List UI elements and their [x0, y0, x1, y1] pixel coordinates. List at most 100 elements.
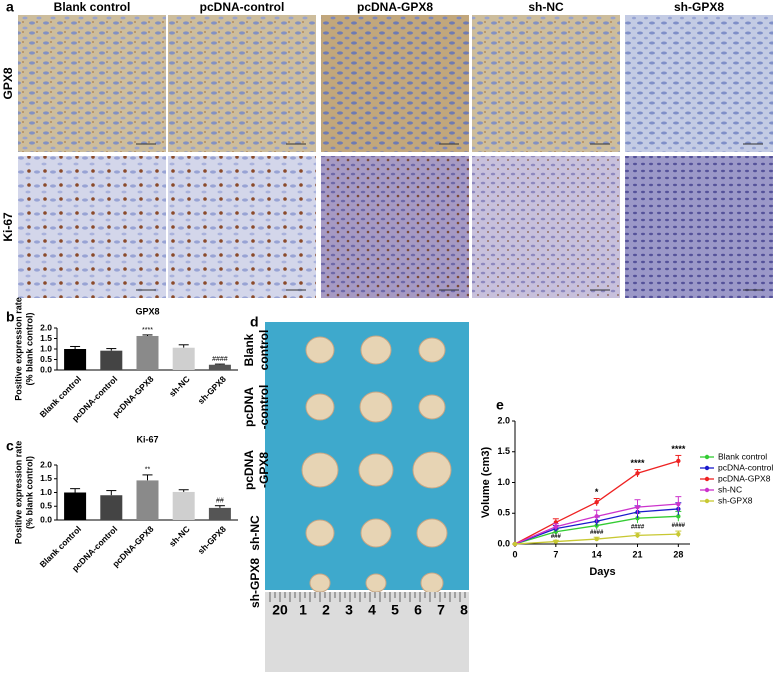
bar	[136, 480, 159, 520]
ruler-number: 6	[414, 602, 422, 618]
tumor	[360, 518, 392, 548]
tumor	[420, 572, 444, 594]
point	[594, 514, 599, 519]
ruler-number: 5	[391, 602, 399, 618]
legend-label: Blank control	[718, 451, 767, 461]
panel-label: a	[6, 0, 14, 15]
histology-image	[168, 15, 316, 152]
y-axis-label: Volume (cm3)	[480, 447, 492, 519]
tumor-row-label: pcDNA	[242, 450, 256, 490]
column-header: sh-GPX8	[674, 0, 724, 14]
bar	[64, 349, 87, 370]
x-tick-label: 28	[673, 549, 683, 559]
point	[635, 533, 640, 538]
tumor-row-label: Blank	[242, 333, 256, 366]
y-axis-label: (% blank control)	[24, 312, 34, 385]
x-tick-label: 7	[553, 549, 558, 559]
significance-label: ###	[551, 534, 562, 540]
significance-label: ####	[212, 356, 228, 363]
tumor-row-label: -control	[257, 385, 271, 430]
bar	[208, 364, 231, 370]
histology-image	[18, 156, 166, 298]
tumor	[305, 393, 335, 421]
histology-image	[168, 156, 316, 298]
y-tick-label: 2.0	[40, 459, 52, 469]
row-label: GPX8	[1, 67, 15, 99]
y-tick-label: 0.0	[497, 538, 510, 548]
chart-title: Ki-67	[136, 434, 158, 444]
y-axis-label: Positive expression rate	[13, 441, 23, 545]
legend-label: pcDNA-GPX8	[718, 473, 771, 483]
tumor	[301, 452, 339, 488]
histology-image	[321, 15, 469, 152]
y-axis-label: (% blank control)	[24, 456, 34, 529]
tumor	[305, 336, 335, 364]
significance-label: *	[595, 487, 599, 497]
column-header: Blank control	[54, 0, 131, 14]
y-tick-label: 1.0	[40, 343, 52, 353]
ruler-number: 4	[368, 602, 376, 618]
bar	[100, 495, 123, 520]
legend-marker	[704, 498, 710, 504]
legend-label: sh-NC	[718, 484, 742, 494]
tumor-row-label: -GPX8	[257, 452, 271, 488]
x-tick-label: sh-NC	[167, 374, 192, 399]
ruler-number: 8	[460, 602, 468, 618]
point	[635, 471, 640, 476]
column-header: sh-NC	[528, 0, 564, 14]
point	[676, 458, 681, 464]
tumor	[418, 394, 446, 420]
ruler-number: 3	[345, 602, 353, 618]
histology-image	[472, 15, 620, 152]
histology-image	[18, 15, 166, 152]
y-tick-label: 1.5	[40, 333, 52, 343]
x-tick-label: 21	[632, 549, 642, 559]
ruler-number: 7	[437, 602, 445, 618]
tumor	[412, 451, 452, 489]
histology-image	[472, 156, 620, 298]
y-tick-label: 0.0	[40, 364, 52, 374]
tumor	[365, 573, 387, 593]
panel-label: b	[6, 309, 15, 325]
ruler-number: 1	[299, 602, 307, 618]
bar	[172, 347, 195, 370]
significance-label: ##	[216, 498, 224, 505]
point	[676, 514, 681, 519]
y-axis-label: Positive expression rate	[13, 297, 23, 401]
y-tick-label: 2.0	[497, 415, 510, 425]
y-tick-label: 0.5	[497, 508, 510, 518]
legend-marker	[704, 454, 710, 460]
x-tick-label: 0	[512, 549, 517, 559]
point	[676, 501, 681, 507]
significance-label: ****	[142, 327, 153, 334]
y-tick-label: 0.0	[40, 514, 52, 524]
histology-image	[625, 15, 773, 152]
point	[676, 531, 681, 537]
significance-label: ****	[671, 444, 686, 454]
x-axis-label: Days	[589, 566, 615, 578]
y-tick-label: 2.0	[40, 322, 52, 332]
y-tick-label: 1.0	[40, 487, 52, 497]
point	[512, 541, 518, 547]
y-tick-label: 1.5	[497, 446, 510, 456]
tumor-row-label: sh-NC	[248, 515, 262, 551]
bar	[100, 350, 123, 370]
tumor	[358, 453, 394, 487]
tumor	[359, 391, 393, 423]
point	[553, 524, 559, 529]
tumor	[416, 518, 448, 548]
bar	[172, 491, 195, 520]
tumor	[309, 573, 331, 593]
point	[553, 539, 559, 544]
tumor-row-label: pcDNA	[242, 387, 256, 427]
significance-label: ####	[672, 523, 686, 529]
histology-image	[625, 156, 773, 298]
tumor	[418, 337, 446, 363]
x-tick-label: sh-GPX8	[196, 374, 228, 406]
ruler-number: 2	[322, 602, 330, 618]
x-tick-label: sh-GPX8	[196, 524, 228, 556]
ruler-number: 20	[272, 602, 288, 618]
bar	[208, 507, 231, 520]
significance-label: ####	[590, 530, 604, 536]
y-tick-label: 0.5	[40, 501, 52, 511]
